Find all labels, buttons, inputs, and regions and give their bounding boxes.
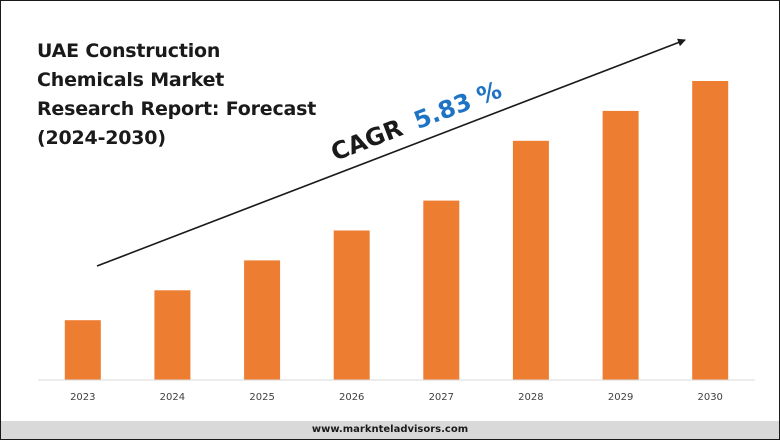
tick-label-2030: 2030: [697, 392, 722, 403]
bar-2028: [512, 140, 549, 380]
bar-2023: [64, 320, 101, 380]
bar-chart: 2023 2024 2025 2026 2027 2028 2029 2030 CAGR 5.…: [38, 38, 755, 403]
website-url: www.marknteladvisors.com: [311, 424, 469, 435]
trend-arrow: [96, 38, 686, 267]
bar-2030: [692, 81, 729, 380]
tick-label-2026: 2026: [339, 392, 364, 403]
tick-label-2023: 2023: [70, 392, 95, 403]
bar-2025: [244, 260, 281, 380]
bar-2027: [423, 200, 460, 380]
tick-label-2025: 2025: [249, 392, 274, 403]
bar-2026: [333, 230, 370, 380]
tick-label-2024: 2024: [160, 392, 185, 403]
footer-bar: www.marknteladvisors.com: [1, 421, 779, 439]
bar-2024: [154, 290, 191, 380]
bar-series: [64, 81, 729, 381]
cagr-annotation: CAGR 5.83 %: [327, 76, 505, 167]
tick-label-2029: 2029: [608, 392, 633, 403]
chart-title: UAE Construction Chemicals Market Resear…: [37, 40, 317, 149]
bar-2029: [602, 110, 639, 381]
cagr-label: CAGR: [327, 114, 406, 167]
tick-label-2028: 2028: [518, 392, 543, 403]
cagr-value: 5.83 %: [410, 76, 506, 135]
tick-label-2027: 2027: [429, 392, 454, 403]
x-axis-tick-labels: 2023 2024 2025 2026 2027 2028 2029 2030: [70, 392, 723, 403]
